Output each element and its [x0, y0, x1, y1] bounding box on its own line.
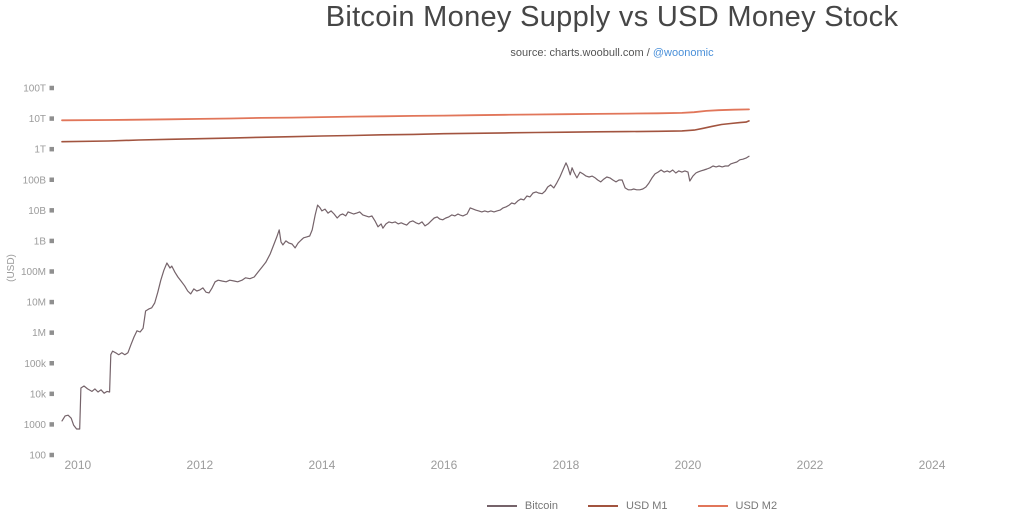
y-tick-marker — [49, 391, 54, 397]
y-tick-marker — [49, 330, 54, 335]
x-tick-label: 2010 — [65, 458, 92, 472]
woonomic-link[interactable]: @woonomic — [652, 47, 714, 59]
series-line-usd-m2 — [61, 108, 750, 122]
y-tick-label: 1B — [34, 236, 47, 247]
y-tick-label: 100T — [23, 84, 46, 95]
chart-subtitle: source: charts.woobull.com / @woonomic — [200, 47, 1024, 59]
legend-label-usd-m2: USD M2 — [735, 500, 778, 512]
y-tick-label: 10M — [27, 298, 46, 309]
y-tick-label: 100B — [23, 175, 47, 186]
y-axis-title: (USD) — [6, 254, 17, 282]
x-tick-label: 2012 — [187, 458, 214, 472]
legend-swatch-bitcoin — [486, 505, 517, 507]
y-tick-label: 1T — [34, 145, 46, 156]
y-tick-label: 10B — [28, 206, 46, 217]
y-tick-marker — [49, 177, 54, 182]
series-line-usd-m1 — [61, 120, 750, 143]
source-text: source: charts.woobull.com / — [510, 47, 653, 59]
x-tick-label: 2020 — [675, 458, 702, 472]
x-tick-label: 2014 — [309, 458, 336, 472]
legend-item-bitcoin[interactable]: Bitcoin — [486, 500, 558, 512]
y-tick-marker — [49, 85, 54, 91]
x-tick-label: 2016 — [431, 458, 458, 472]
legend-label-bitcoin: Bitcoin — [524, 500, 558, 512]
y-tick-label: 100k — [24, 359, 47, 370]
y-tick-label: 10T — [29, 114, 46, 125]
y-tick-marker — [49, 299, 54, 305]
y-tick-marker — [49, 452, 54, 458]
y-tick-marker — [49, 422, 54, 427]
x-tick-label: 2024 — [919, 458, 946, 472]
y-tick-marker — [49, 361, 54, 366]
y-tick-label: 10k — [30, 389, 47, 400]
chart-title: Bitcoin Money Supply vs USD Money Stock — [325, 1, 899, 33]
legend-item-usd-m2[interactable]: USD M2 — [697, 500, 778, 512]
y-tick-label: 100 — [29, 451, 46, 462]
x-tick-label: 2022 — [797, 458, 824, 472]
y-tick-label: 100M — [21, 267, 46, 278]
y-tick-label: 1M — [32, 328, 46, 339]
legend-label-usd-m1: USD M1 — [625, 500, 668, 512]
y-tick-label: 1000 — [24, 420, 47, 431]
y-tick-marker — [49, 269, 54, 274]
legend-swatch-usd-m1 — [587, 505, 618, 507]
x-tick-label: 2018 — [553, 458, 580, 472]
y-tick-marker — [49, 116, 54, 121]
series-line-bitcoin — [61, 155, 750, 430]
legend-swatch-usd-m2 — [697, 505, 728, 507]
legend: Bitcoin USD M1 USD M2 — [0, 498, 1024, 514]
y-tick-marker — [49, 238, 54, 244]
y-tick-marker — [49, 146, 54, 152]
legend-item-usd-m1[interactable]: USD M1 — [587, 500, 668, 512]
y-tick-marker — [49, 208, 54, 213]
